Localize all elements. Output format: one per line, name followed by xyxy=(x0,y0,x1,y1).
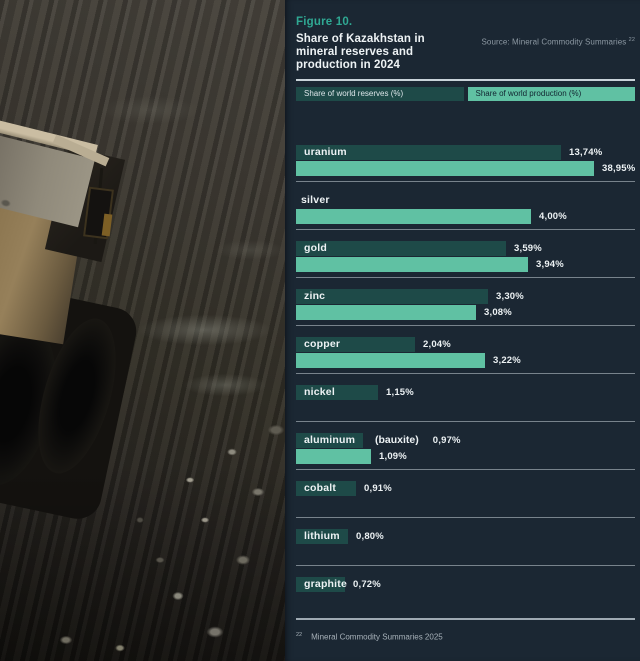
title-line-2: mineral reserves and xyxy=(296,46,414,58)
mineral-row-uranium: uranium 13,74% 38,95% xyxy=(296,134,635,182)
mineral-row-gold: gold 3,59% 3,94% xyxy=(296,230,635,278)
reserves-slot: uranium 13,74% xyxy=(296,144,635,160)
rocky-ground-texture xyxy=(0,0,285,661)
reserves-bar: graphite xyxy=(296,576,348,592)
production-bar xyxy=(296,208,531,224)
reserves-slot: silver xyxy=(296,192,635,208)
production-slot: 3,22% xyxy=(296,352,635,368)
reserves-value: 0,91% xyxy=(364,482,392,494)
reserves-slot: zinc 3,30% xyxy=(296,288,635,304)
reserves-value: 2,04% xyxy=(423,338,451,350)
reserves-bar: nickel xyxy=(296,384,378,400)
mineral-row-silver: silver 4,00% xyxy=(296,182,635,230)
figure-content: Figure 10. Share of Kazakhstan in minera… xyxy=(296,16,635,642)
reserves-slot: copper 2,04% xyxy=(296,336,635,352)
reserves-slot: graphite 0,72% xyxy=(296,576,635,592)
figure-title: Share of Kazakhstan in mineral reserves … xyxy=(296,33,635,72)
production-slot xyxy=(296,592,635,608)
production-value: 4,00% xyxy=(539,210,567,222)
mineral-label: lithium xyxy=(304,530,340,542)
production-slot: 3,08% xyxy=(296,304,635,320)
legend-production-swatch: Share of world production (%) xyxy=(467,87,635,101)
production-slot: 1,09% xyxy=(296,448,635,464)
reserves-bar: copper xyxy=(296,336,415,352)
mineral-label: aluminum xyxy=(304,434,356,446)
mineral-row-lithium: lithium 0,80% xyxy=(296,518,635,566)
footnote-text: Mineral Commodity Summaries 2025 xyxy=(311,632,443,642)
reserves-bar: gold xyxy=(296,240,506,256)
mineral-label: silver xyxy=(301,194,330,206)
reserves-slot: lithium 0,80% xyxy=(296,528,635,544)
production-bar xyxy=(296,304,476,320)
reserves-bar: uranium xyxy=(296,144,561,160)
production-slot: 38,95% xyxy=(296,160,635,176)
mineral-row-zinc: zinc 3,30% 3,08% xyxy=(296,278,635,326)
mineral-label-suffix: (bauxite) xyxy=(375,434,419,446)
reserves-value: 13,74% xyxy=(569,146,603,158)
chart-legend: Share of world reserves (%) Share of wor… xyxy=(296,87,635,101)
reserves-bar: aluminum xyxy=(296,432,363,448)
production-value: 38,95% xyxy=(602,162,636,174)
reserves-slot: cobalt 0,91% xyxy=(296,480,635,496)
production-slot: 4,00% xyxy=(296,208,635,224)
production-value: 3,22% xyxy=(493,354,521,366)
production-value: 3,08% xyxy=(484,306,512,318)
production-bar xyxy=(296,160,594,176)
reserves-slot: gold 3,59% xyxy=(296,240,635,256)
title-line-1: Share of Kazakhstan in xyxy=(296,33,425,45)
production-bar xyxy=(296,256,528,272)
figure-header: Figure 10. Share of Kazakhstan in minera… xyxy=(296,16,635,72)
production-slot xyxy=(296,544,635,560)
reserves-bar: zinc xyxy=(296,288,488,304)
mineral-label: nickel xyxy=(304,386,335,398)
footnote-ref: 22 xyxy=(296,632,303,638)
header-divider xyxy=(296,79,635,81)
mine-photo xyxy=(0,0,285,661)
source-text: Source: Mineral Commodity Summaries xyxy=(481,37,627,47)
mineral-label: zinc xyxy=(304,290,326,302)
title-line-3: production in 2024 xyxy=(296,59,401,71)
mineral-row-aluminum: aluminum (bauxite) 0,97% 1,09% xyxy=(296,422,635,470)
mineral-label: cobalt xyxy=(304,482,337,494)
reserves-slot: aluminum (bauxite) 0,97% xyxy=(296,432,635,448)
mineral-label: copper xyxy=(304,338,341,350)
reserves-value: 3,59% xyxy=(514,242,542,254)
production-value: 3,94% xyxy=(536,258,564,270)
mineral-label: uranium xyxy=(304,146,347,158)
production-value: 1,09% xyxy=(379,450,407,462)
mineral-label: gold xyxy=(304,242,327,254)
production-slot xyxy=(296,400,635,416)
mineral-row-nickel: nickel 1,15% xyxy=(296,374,635,422)
source-footnote-ref: 22 xyxy=(628,37,635,43)
mineral-row-cobalt: cobalt 0,91% xyxy=(296,470,635,518)
reserves-value: 3,30% xyxy=(496,290,524,302)
bar-chart: uranium 13,74% 38,95% silver 4,00% gold 3,59% 3… xyxy=(296,134,635,620)
production-slot xyxy=(296,496,635,512)
footnote: 22 Mineral Commodity Summaries 2025 xyxy=(296,632,635,642)
production-bar xyxy=(296,448,371,464)
figure-panel: Figure 10. Share of Kazakhstan in minera… xyxy=(285,0,640,661)
production-slot: 3,94% xyxy=(296,256,635,272)
reserves-value: 0,97% xyxy=(432,434,461,446)
mineral-label: graphite xyxy=(304,578,348,590)
figure-number: Figure 10. xyxy=(296,16,353,28)
reserves-slot: nickel 1,15% xyxy=(296,384,635,400)
mineral-row-copper: copper 2,04% 3,22% xyxy=(296,326,635,374)
reserves-value: 0,80% xyxy=(356,530,384,542)
reserves-value: 1,15% xyxy=(386,386,414,398)
production-bar xyxy=(296,352,485,368)
legend-reserves-swatch: Share of world reserves (%) xyxy=(296,87,464,101)
mineral-row-graphite: graphite 0,72% xyxy=(296,566,635,620)
reserves-bar: cobalt xyxy=(296,480,356,496)
source-note: Source: Mineral Commodity Summaries 22 xyxy=(481,37,635,47)
reserves-bar: lithium xyxy=(296,528,348,544)
reserves-value: 0,72% xyxy=(353,578,381,590)
